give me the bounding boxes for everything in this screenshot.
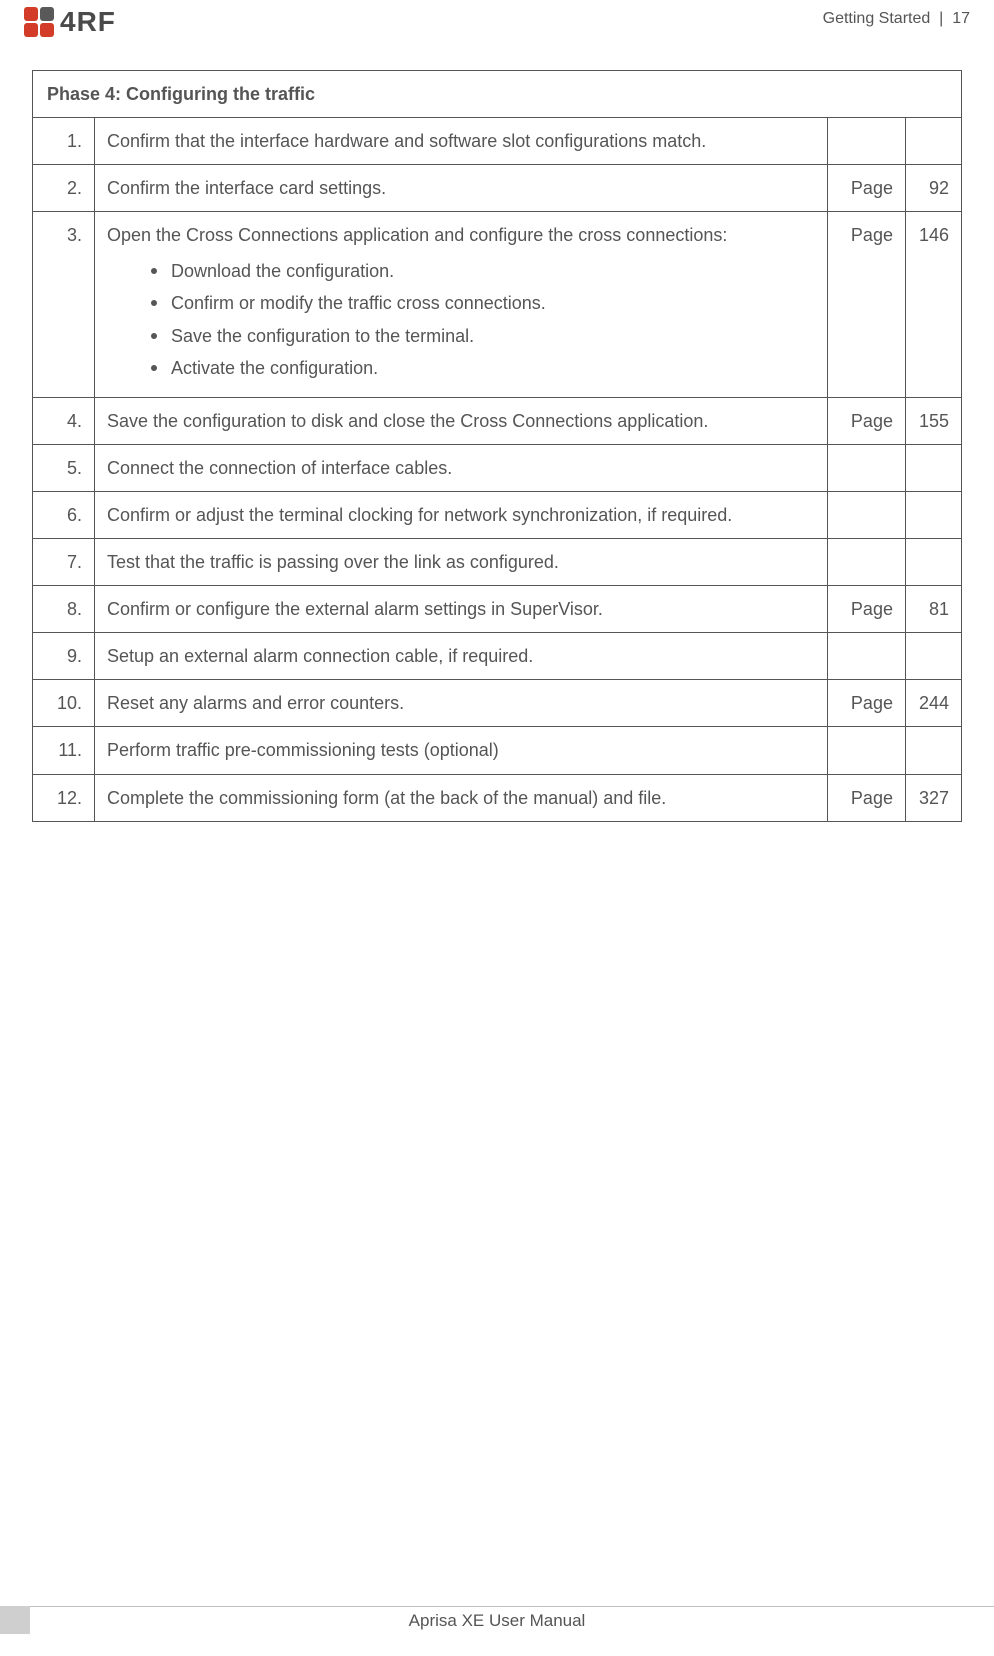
page-ref: 155 (905, 397, 961, 444)
step-number: 10. (33, 680, 95, 727)
page-label (827, 539, 905, 586)
logo-mark-icon (24, 7, 54, 37)
step-description: Confirm the interface card settings. (95, 165, 828, 212)
logo-dot-icon (24, 23, 38, 37)
step-text: Test that the traffic is passing over th… (107, 552, 559, 572)
step-text: Complete the commissioning form (at the … (107, 788, 666, 808)
page-label: Page (827, 680, 905, 727)
step-number: 8. (33, 586, 95, 633)
page-label (827, 633, 905, 680)
step-description: Perform traffic pre-commissioning tests … (95, 727, 828, 774)
page-ref (905, 444, 961, 491)
header-page-number: 17 (952, 10, 970, 27)
table-title-row: Phase 4: Configuring the traffic (33, 71, 962, 118)
step-subitem: Download the configuration. (151, 258, 815, 284)
page-label (827, 727, 905, 774)
table-row: 6. Confirm or adjust the terminal clockin… (33, 491, 962, 538)
table-row: 7. Test that the traffic is passing over … (33, 539, 962, 586)
step-number: 9. (33, 633, 95, 680)
step-description: Setup an external alarm connection cable… (95, 633, 828, 680)
step-text: Confirm or adjust the terminal clocking … (107, 505, 732, 525)
step-number: 12. (33, 774, 95, 821)
table-row: 9. Setup an external alarm connection cab… (33, 633, 962, 680)
header-breadcrumb: Getting Started | 17 (823, 10, 970, 28)
content-area: Phase 4: Configuring the traffic 1. Confi… (32, 70, 962, 822)
table-row: 3. Open the Cross Connections application… (33, 212, 962, 397)
step-text: Perform traffic pre-commissioning tests … (107, 740, 499, 760)
page-label (827, 491, 905, 538)
page-ref: 81 (905, 586, 961, 633)
step-sublist: Download the configuration. Confirm or mo… (107, 258, 815, 380)
step-number: 3. (33, 212, 95, 397)
step-description: Confirm that the interface hardware and … (95, 118, 828, 165)
step-text: Save the configuration to disk and close… (107, 411, 708, 431)
page-ref: 244 (905, 680, 961, 727)
brand-name: 4RF (60, 6, 116, 38)
step-subitem: Save the configuration to the terminal. (151, 323, 815, 349)
step-text: Open the Cross Connections application a… (107, 225, 727, 245)
step-text: Reset any alarms and error counters. (107, 693, 404, 713)
table-row: 2. Confirm the interface card settings. Pa… (33, 165, 962, 212)
step-text: Connect the connection of interface cabl… (107, 458, 452, 478)
step-number: 7. (33, 539, 95, 586)
step-number: 4. (33, 397, 95, 444)
step-number: 2. (33, 165, 95, 212)
page-ref: 92 (905, 165, 961, 212)
table-row: 1. Confirm that the interface hardware an… (33, 118, 962, 165)
page-label (827, 444, 905, 491)
table-row: 12. Complete the commissioning form (at t… (33, 774, 962, 821)
table-row: 8. Confirm or configure the external alar… (33, 586, 962, 633)
logo-dot-icon (40, 7, 54, 21)
table-row: 11. Perform traffic pre-commissioning tes… (33, 727, 962, 774)
page-ref: 146 (905, 212, 961, 397)
step-subitem: Confirm or modify the traffic cross conn… (151, 290, 815, 316)
step-description: Test that the traffic is passing over th… (95, 539, 828, 586)
footer-divider (30, 1606, 994, 1607)
step-description: Confirm or configure the external alarm … (95, 586, 828, 633)
page-ref (905, 633, 961, 680)
step-description: Complete the commissioning form (at the … (95, 774, 828, 821)
step-text: Setup an external alarm connection cable… (107, 646, 533, 666)
page-label: Page (827, 586, 905, 633)
header-sep: | (939, 10, 943, 27)
table-row: 4. Save the configuration to disk and clo… (33, 397, 962, 444)
page-ref (905, 118, 961, 165)
page-ref: 327 (905, 774, 961, 821)
step-description: Reset any alarms and error counters. (95, 680, 828, 727)
logo-dot-icon (40, 23, 54, 37)
page-ref (905, 539, 961, 586)
page-label: Page (827, 774, 905, 821)
page-label: Page (827, 397, 905, 444)
phase-table: Phase 4: Configuring the traffic 1. Confi… (32, 70, 962, 822)
step-text: Confirm the interface card settings. (107, 178, 386, 198)
step-description: Connect the connection of interface cabl… (95, 444, 828, 491)
step-number: 5. (33, 444, 95, 491)
footer-text: Aprisa XE User Manual (0, 1611, 994, 1631)
table-row: 10. Reset any alarms and error counters. P… (33, 680, 962, 727)
page-label: Page (827, 165, 905, 212)
page-header: 4RF Getting Started | 17 (0, 0, 994, 60)
page: 4RF Getting Started | 17 Phase 4: Config… (0, 0, 994, 1656)
step-number: 6. (33, 491, 95, 538)
page-label (827, 118, 905, 165)
step-number: 11. (33, 727, 95, 774)
step-number: 1. (33, 118, 95, 165)
step-description: Confirm or adjust the terminal clocking … (95, 491, 828, 538)
page-ref (905, 727, 961, 774)
header-section: Getting Started (823, 10, 931, 27)
step-description: Save the configuration to disk and close… (95, 397, 828, 444)
logo-dot-icon (24, 7, 38, 21)
table-row: 5. Connect the connection of interface ca… (33, 444, 962, 491)
brand-logo: 4RF (24, 6, 116, 38)
step-text: Confirm or configure the external alarm … (107, 599, 603, 619)
page-label: Page (827, 212, 905, 397)
table-title: Phase 4: Configuring the traffic (33, 71, 962, 118)
step-description: Open the Cross Connections application a… (95, 212, 828, 397)
page-ref (905, 491, 961, 538)
step-subitem: Activate the configuration. (151, 355, 815, 381)
step-text: Confirm that the interface hardware and … (107, 131, 706, 151)
